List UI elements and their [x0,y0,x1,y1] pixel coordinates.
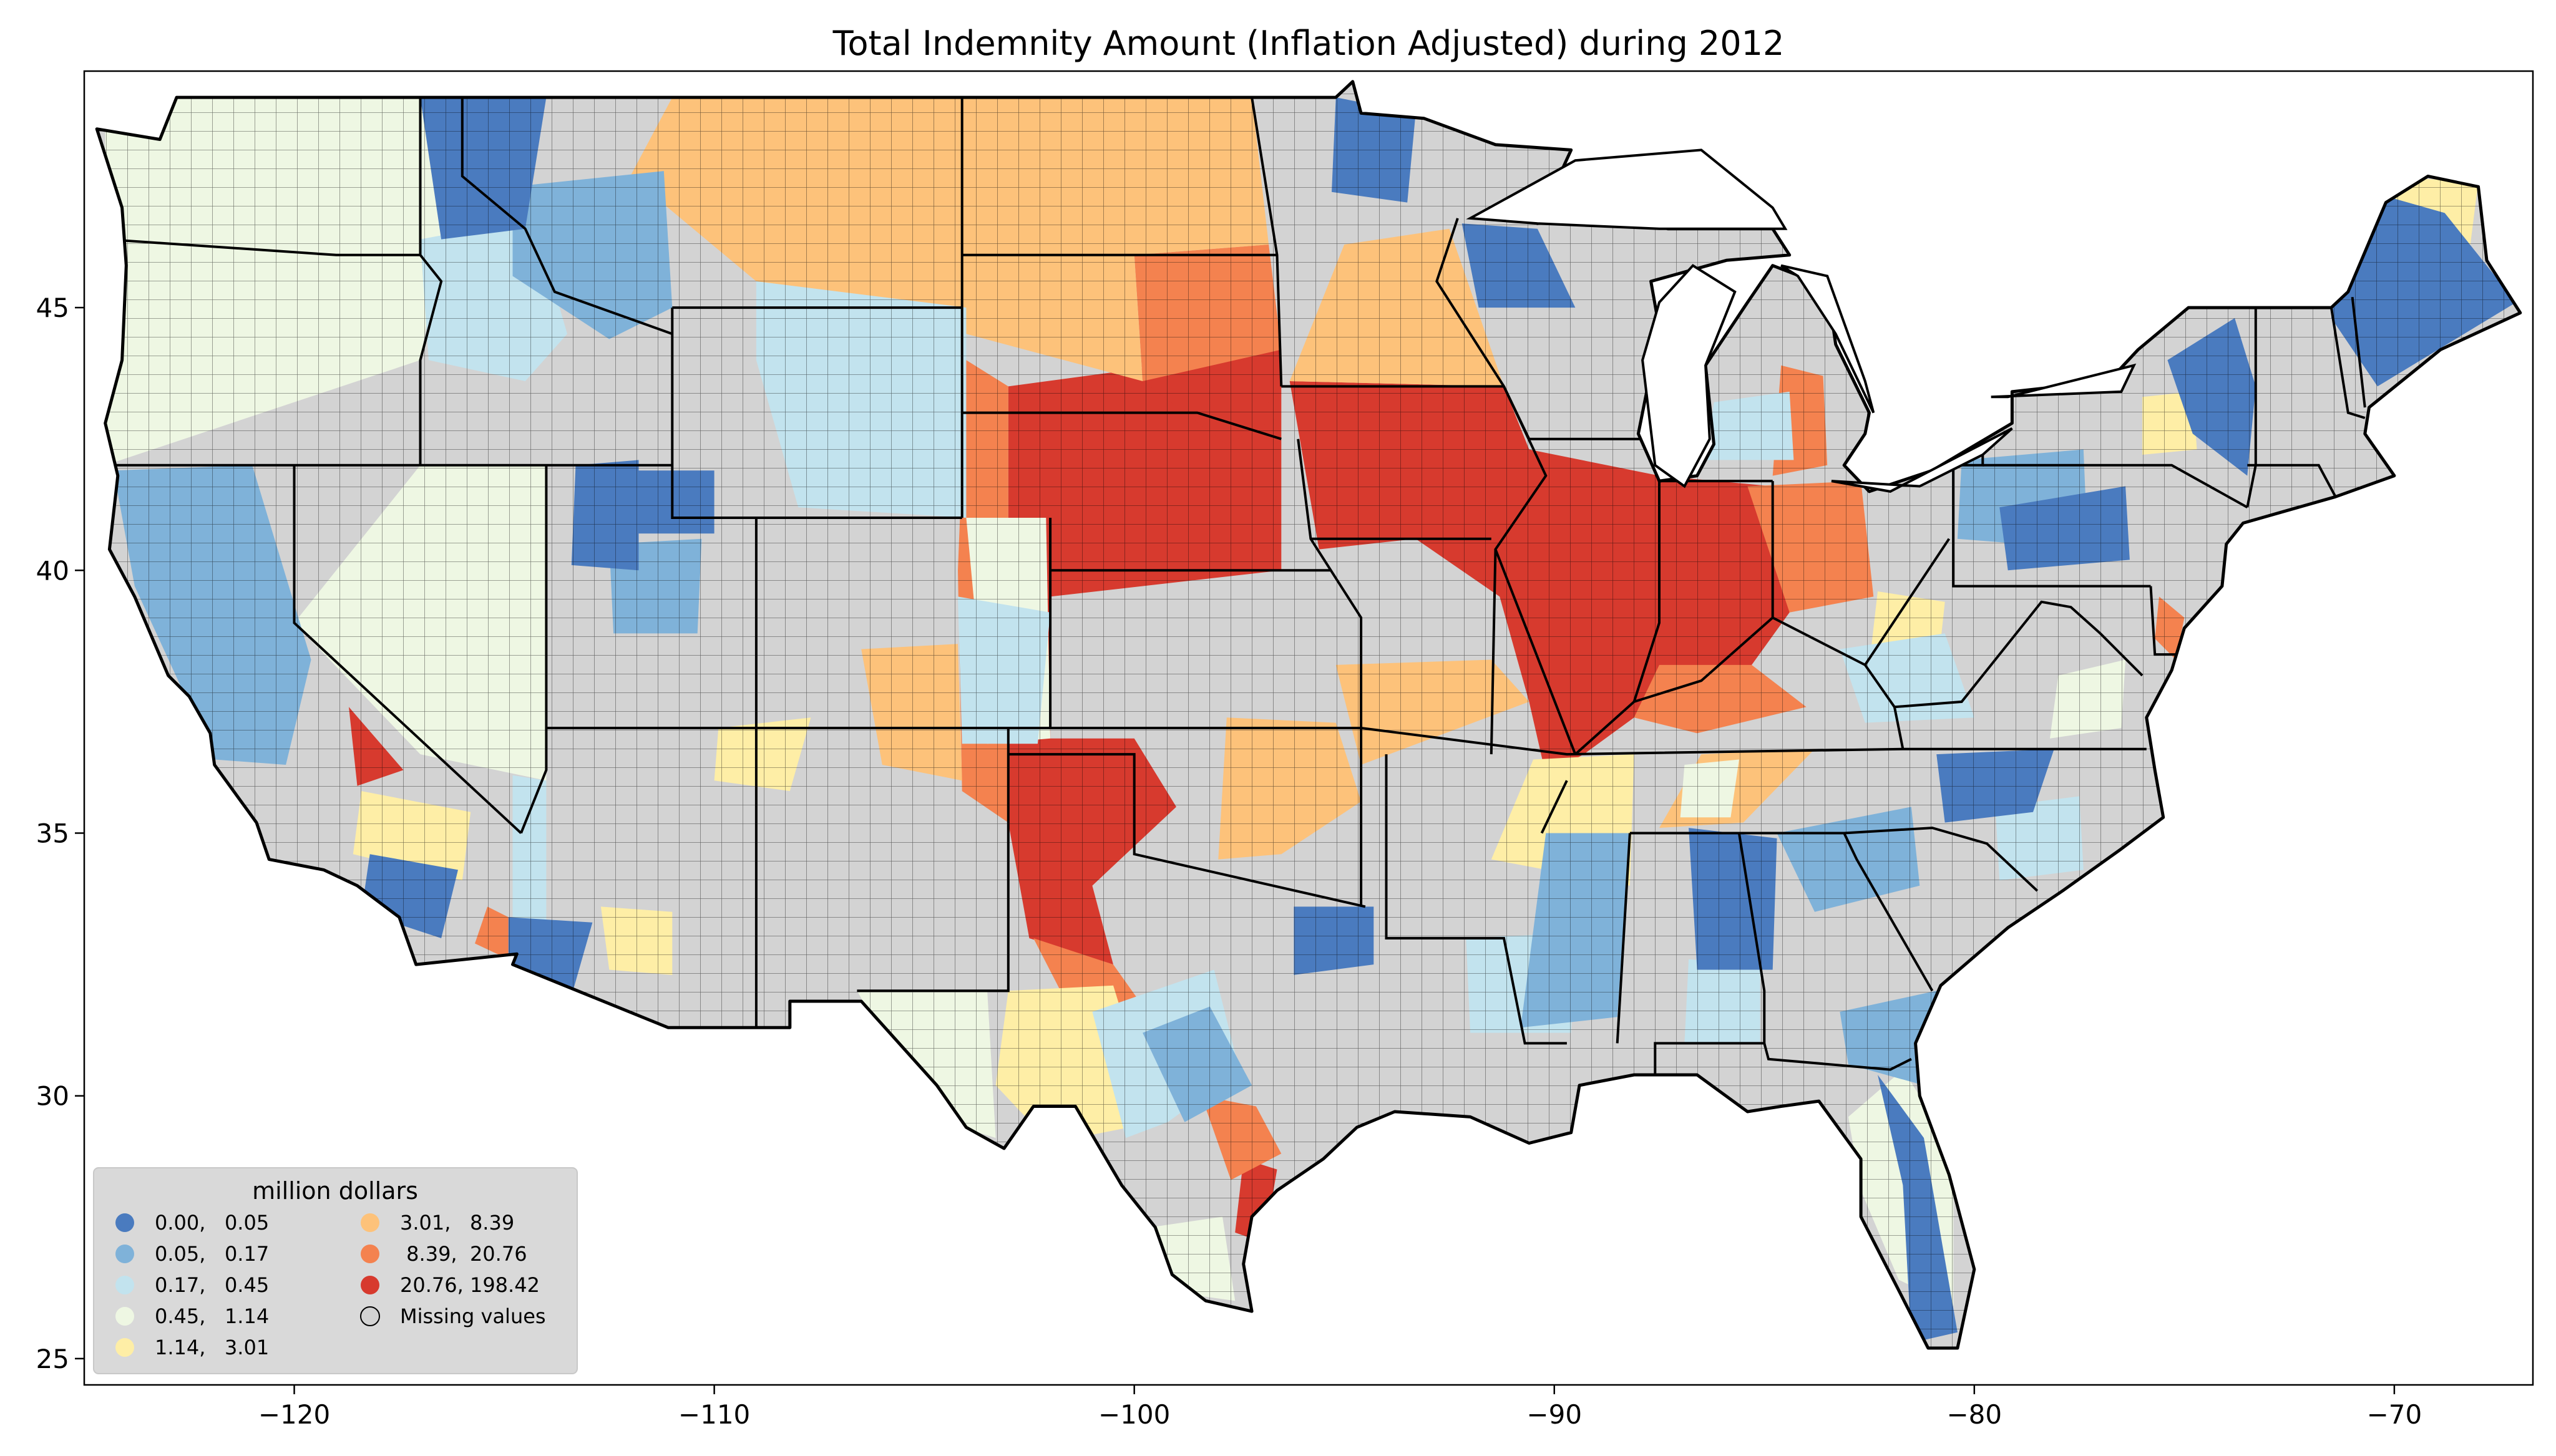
state-boundary-line [1385,754,1567,1045]
legend-swatch [360,1306,380,1326]
legend-swatch [115,1213,134,1232]
state-boundary-line [2099,632,2144,677]
state-boundary-line [1952,465,2151,588]
us-coastline-border [95,80,2522,1350]
lake-shape [1466,148,1788,230]
legend-label: 8.39, 20.76 [400,1242,527,1266]
state-boundary-line [1983,463,2248,508]
y-tick-label: 30 [36,1081,69,1112]
y-tick-label: 35 [36,818,69,848]
legend-swatch [361,1213,379,1232]
state-boundary-line [1843,832,1934,992]
state-boundary-line [962,411,1282,440]
x-tick-label: −120 [258,1399,330,1430]
lake-shape [1831,427,2013,493]
state-boundary-line [546,727,2147,756]
county-boundaries [97,81,2520,1348]
legend-label: 1.14, 3.01 [155,1336,269,1359]
y-axis: 45 40 35 30 25 [36,293,84,1374]
state-boundary-line [1251,97,1283,387]
legend-label: Missing values [400,1304,546,1328]
great-lakes [1466,148,2137,493]
state-boundary-line [2149,586,2180,656]
state-boundary-line [1864,538,1951,666]
state-boundary-line [1490,549,1497,755]
x-tick-label: −100 [1098,1399,1170,1430]
legend-swatch [115,1245,134,1263]
state-boundary-line [1494,386,1577,755]
y-tick-label: 40 [36,555,69,586]
y-tick-label: 45 [36,293,69,323]
state-boundary-line [1297,439,1363,907]
state-boundary-line [293,465,522,834]
state-boundaries [105,97,2366,1080]
state-boundary-line [1632,475,1661,702]
legend-swatch [115,1338,134,1357]
state-boundary-line [461,97,673,336]
x-tick-label: −80 [1946,1399,2002,1430]
legend-swatch [115,1307,134,1326]
x-tick-label: −70 [2367,1399,2422,1430]
legend-label: 0.05, 0.17 [155,1242,269,1266]
state-boundary-line [520,465,548,834]
state-boundary-line [419,97,443,465]
legend-swatch [115,1276,134,1294]
lake-shape [1780,264,1875,414]
state-boundary-line [1574,616,1896,755]
state-boundary-line [1616,833,1631,1044]
legend-box [93,1167,578,1374]
state-boundary-line [105,238,421,256]
x-axis: −120 −110 −100 −90 −80 −70 [258,1385,2422,1430]
legend-title: million dollars [252,1177,418,1205]
legend-label: 0.45, 1.14 [155,1304,269,1328]
state-boundary-line [2351,296,2366,408]
legend-swatch [361,1245,379,1263]
legend-label: 20.76, 198.42 [400,1273,540,1297]
chart-title: Total Indemnity Amount (Inflation Adjust… [832,24,1785,63]
lake-shape [1991,363,2137,399]
y-tick-label: 25 [36,1344,69,1374]
state-boundary-line [857,728,1010,993]
legend: million dollars 0.00, 0.05 0.05, 0.17 0.17… [93,1167,578,1374]
lake-shape [1641,264,1737,488]
legend-items: 0.00, 0.05 0.05, 0.17 0.17, 0.45 0.45, 1.14… [115,1211,546,1359]
state-boundary-line [2329,307,2366,419]
legend-swatch [361,1276,379,1294]
state-boundary-line [672,517,758,1028]
state-boundary-line [2247,463,2337,498]
state-boundary-line [1629,827,2039,892]
x-tick-label: −90 [1526,1399,1582,1430]
legend-label: 3.01, 8.39 [400,1211,514,1235]
x-tick-label: −110 [678,1399,750,1430]
legend-label: 0.17, 0.45 [155,1273,269,1297]
legend-label: 0.00, 0.05 [155,1211,269,1235]
state-boundary-line [1763,1042,1912,1071]
state-boundary-line [1008,753,1366,908]
state-boundary-line [1540,780,1568,834]
state-boundary-line [1893,600,2102,750]
